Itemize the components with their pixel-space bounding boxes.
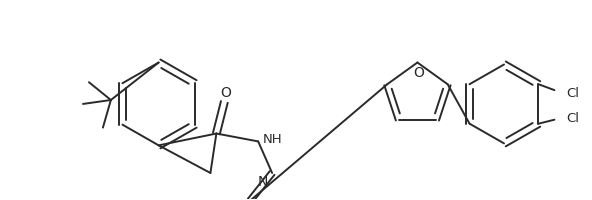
Text: Cl: Cl xyxy=(567,112,580,125)
Text: N: N xyxy=(258,174,268,188)
Text: NH: NH xyxy=(262,132,282,145)
Text: O: O xyxy=(220,86,231,100)
Text: Cl: Cl xyxy=(567,86,580,99)
Text: O: O xyxy=(413,66,424,80)
